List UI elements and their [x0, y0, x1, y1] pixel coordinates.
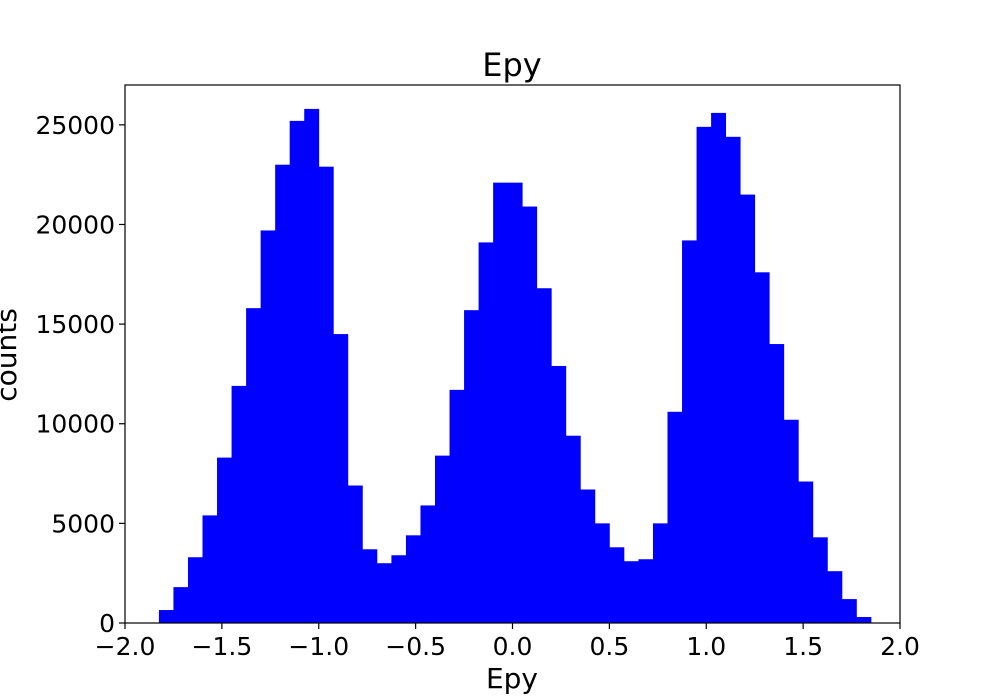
histogram-bar	[522, 206, 538, 623]
histogram-bar	[158, 610, 174, 623]
histogram-bars	[158, 108, 872, 624]
x-axis-label: Epy	[486, 662, 538, 695]
histogram-bar	[275, 164, 291, 623]
histogram-bar	[551, 365, 567, 623]
x-tick-label: 0.0	[493, 632, 533, 661]
histogram-bar	[740, 194, 756, 623]
histogram-bar	[187, 557, 203, 623]
histogram-bar	[318, 166, 334, 623]
y-tick-label: 20000	[35, 210, 115, 239]
histogram-bar	[246, 308, 262, 623]
histogram-bar	[725, 136, 741, 623]
x-tick-label: −2.0	[95, 632, 156, 661]
y-tick-label: 25000	[35, 111, 115, 140]
histogram-bar	[565, 435, 581, 623]
x-tick-label: 0.5	[589, 632, 629, 661]
y-axis-label: counts	[0, 308, 23, 402]
histogram-bar	[260, 230, 276, 623]
histogram-bar	[754, 272, 770, 623]
histogram-bar	[580, 489, 596, 623]
histogram-bar	[798, 481, 814, 623]
histogram-bar	[464, 310, 479, 623]
y-tick-label: 0	[99, 609, 115, 638]
histogram-bar	[333, 334, 349, 623]
x-tick-label: −0.5	[385, 632, 446, 661]
histogram-bar	[594, 523, 610, 623]
histogram-bar	[420, 505, 436, 623]
histogram-bar	[623, 561, 639, 623]
x-tick-label: −1.5	[192, 632, 253, 661]
chart-title: Epy	[482, 46, 541, 84]
histogram-bar	[435, 455, 450, 623]
histogram-bar	[304, 108, 320, 623]
x-axis-ticks: −2.0 −1.5 −1.0 −0.5 0.0 0.5 1.0 1.5 2.0	[95, 623, 920, 661]
histogram-bar	[376, 563, 392, 623]
x-tick-label: −1.0	[288, 632, 349, 661]
y-axis-ticks: 0 5000 10000 15000 20000 25000	[35, 111, 125, 638]
y-tick-label: 5000	[51, 509, 115, 538]
histogram-bar	[231, 385, 247, 623]
histogram-bar	[449, 389, 465, 623]
histogram-bar	[202, 515, 218, 623]
x-tick-label: 1.5	[783, 632, 823, 661]
histogram-bar	[667, 411, 683, 623]
histogram-bar	[391, 555, 407, 623]
histogram-bar	[507, 182, 523, 624]
histogram-bar	[696, 126, 712, 623]
histogram-bar	[856, 617, 872, 623]
x-tick-label: 2.0	[880, 632, 920, 661]
histogram-bar	[289, 120, 305, 623]
histogram-bar	[478, 242, 494, 624]
histogram-bar	[812, 537, 828, 623]
y-tick-label: 15000	[35, 310, 115, 339]
histogram-bar	[493, 182, 509, 624]
histogram-bar	[711, 112, 727, 623]
histogram-bar	[652, 523, 668, 623]
histogram-bar	[783, 419, 799, 623]
histogram-bar	[769, 344, 785, 623]
histogram-bar	[682, 240, 697, 623]
histogram-bar	[347, 485, 363, 623]
histogram-bar	[173, 587, 189, 623]
histogram-bar	[638, 559, 654, 623]
histogram-bar	[827, 571, 843, 623]
x-tick-label: 1.0	[686, 632, 726, 661]
histogram-bar	[841, 599, 857, 623]
histogram-bar	[536, 288, 552, 623]
histogram-bar	[217, 457, 232, 623]
histogram-bar	[405, 535, 421, 623]
histogram-bar	[362, 549, 378, 623]
histogram-bar	[609, 547, 625, 623]
y-tick-label: 10000	[35, 410, 115, 439]
